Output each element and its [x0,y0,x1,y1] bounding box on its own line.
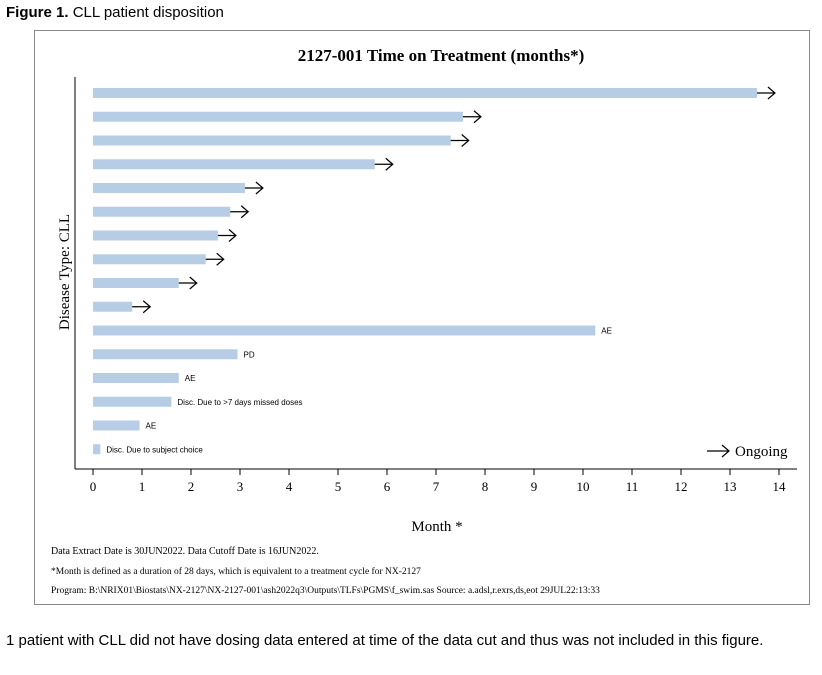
ongoing-arrow [178,276,198,290]
x-tick-label: 10 [577,479,590,494]
x-tick-label: 4 [286,479,293,494]
bar [93,373,179,383]
note-month-definition: *Month is defined as a duration of 28 da… [51,566,421,577]
x-tick-label: 3 [237,479,244,494]
bar [93,254,206,265]
bar [93,420,140,431]
ongoing-arrow [217,229,237,242]
ongoing-arrow [230,205,250,219]
bars-layer: AE PD AE Disc. Due to >7 days missed doses A… [93,86,776,455]
bar [93,325,596,336]
x-tick-label: 12 [675,479,688,494]
chart-panel: 2127-001 Time on Treatment (months*) Dis… [34,30,810,605]
x-tick-label: 2 [188,479,195,494]
x-tick-label: 6 [384,479,391,494]
legend-label: Ongoing [735,444,788,460]
bar [93,159,375,170]
note-program-source: Program: B:\NRIX01\Biostats\NX-2127\NX-2… [51,585,600,596]
ongoing-arrow [462,110,482,124]
bar [93,301,133,312]
bar-label: AE [146,422,157,431]
bar [93,111,463,122]
x-tick-label: 13 [724,479,737,494]
axes-layer: 0 1 2 3 4 5 6 7 8 9 10 11 12 13 14 [74,77,797,494]
figure-caption: Figure 1. CLL patient disposition [6,4,224,21]
figure-title: CLL patient disposition [72,4,224,21]
note-dates: Data Extract Date is 30JUN2022. Data Cut… [51,546,319,557]
x-tick-label: 9 [531,479,538,494]
legend: Ongoing [707,444,788,460]
bar-label: PD [244,350,255,359]
x-tick-label: 11 [626,479,639,494]
bar-label: AE [601,327,612,336]
bar [93,349,238,360]
ongoing-arrow [374,157,394,171]
swimmer-chart: 2127-001 Time on Treatment (months*) Dis… [51,46,797,596]
x-tick-label: 1 [139,479,146,494]
bar [93,230,218,241]
figure-footnote: 1 patient with CLL did not have dosing d… [6,632,764,649]
figure-label: Figure 1. [6,4,69,21]
ongoing-arrow [244,181,264,195]
bar [93,88,757,98]
bar-label: AE [185,374,196,383]
legend-arrow-icon [707,444,730,458]
bar [93,444,101,455]
bar [93,206,231,217]
ongoing-arrow [450,134,470,147]
chart-title: 2127-001 Time on Treatment (months*) [298,46,584,65]
bar [93,396,172,407]
bar-label: Disc. Due to >7 days missed doses [177,398,302,407]
x-tick-label: 0 [90,479,97,494]
ongoing-arrow [205,252,225,266]
y-axis-label: Disease Type: CLL [57,214,73,330]
x-tick-label: 7 [433,479,440,494]
x-tick-label: 5 [335,479,342,494]
bar [93,135,451,146]
bar-label: Disc. Due to subject choice [106,445,203,454]
bar [93,278,179,288]
x-tick-label: 8 [482,479,489,494]
ongoing-arrow [132,300,152,314]
x-tick-label: 14 [773,479,787,494]
bar [93,183,245,193]
ongoing-arrow [756,86,776,100]
x-axis-label: Month * [411,519,462,535]
